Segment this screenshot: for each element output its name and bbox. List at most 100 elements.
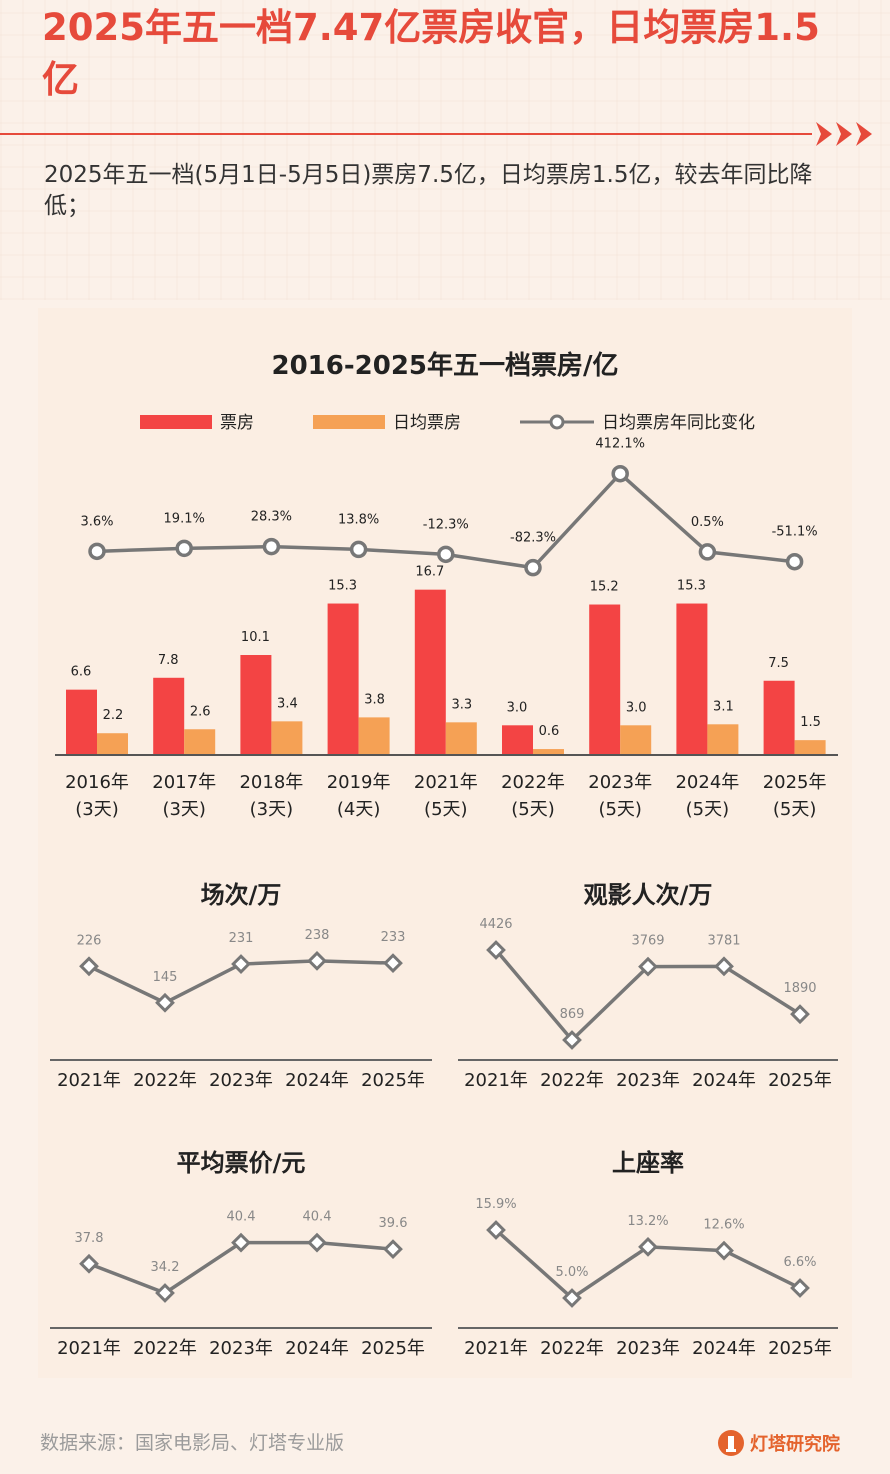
point-label: 15.9% bbox=[475, 1197, 516, 1212]
triple-arrow-icon bbox=[816, 122, 872, 146]
box-office-label: 7.8 bbox=[158, 653, 179, 668]
diamond-marker bbox=[486, 940, 506, 960]
x-tick-label: 2023年 bbox=[209, 1338, 273, 1359]
yoy-point bbox=[349, 540, 368, 559]
box-office-label: 6.6 bbox=[71, 665, 92, 680]
chart-panel bbox=[38, 308, 852, 1378]
main-x-labels: 2016年 (3天) 2017年 (3天) 2018年 (3天) 2019年 (4天) 2021… bbox=[65, 772, 826, 820]
x-tick-sublabel: (5天) bbox=[598, 799, 642, 820]
main-chart: 2016-2025年五一档票房/亿 票房 日均票房 日均票房年同比变化 6.6 2… bbox=[55, 350, 838, 820]
x-tick-sublabel: (5天) bbox=[773, 799, 817, 820]
yoy-label: 3.6% bbox=[80, 514, 113, 529]
yoy-point bbox=[524, 558, 542, 577]
box-office-bar bbox=[327, 603, 359, 755]
box-office-label: 7.5 bbox=[768, 656, 789, 671]
x-tick-sublabel: (3天) bbox=[162, 799, 206, 820]
x-tick-sublabel: (5天) bbox=[686, 799, 730, 820]
brand-logo: 灯塔研究院 bbox=[716, 1428, 840, 1458]
point-label: 40.4 bbox=[227, 1210, 256, 1225]
daily-label: 3.0 bbox=[626, 700, 647, 715]
x-tick-label: 2025年 bbox=[768, 1070, 832, 1091]
point-label: 231 bbox=[229, 931, 254, 946]
point-label: 233 bbox=[381, 930, 406, 945]
diamond-marker bbox=[714, 956, 734, 977]
point-label: 3781 bbox=[707, 933, 740, 948]
x-tick-label: 2022年 bbox=[501, 772, 565, 793]
box-office-bar bbox=[414, 589, 446, 755]
box-office-bar bbox=[66, 689, 97, 755]
box-office-label: 10.1 bbox=[241, 630, 270, 645]
daily-bar bbox=[271, 721, 303, 755]
diamond-marker bbox=[486, 1220, 506, 1240]
daily-bar bbox=[707, 724, 739, 755]
x-tick-label: 2024年 bbox=[692, 1070, 756, 1091]
daily-label: 2.6 bbox=[190, 704, 211, 719]
x-tick-sublabel: (3天) bbox=[75, 799, 119, 820]
yoy-point bbox=[437, 545, 455, 564]
x-tick-sublabel: (3天) bbox=[250, 799, 294, 820]
box-office-label: 15.3 bbox=[677, 579, 706, 594]
point-label: 226 bbox=[77, 933, 102, 948]
box-office-bar bbox=[240, 655, 272, 755]
legend-label-daily: 日均票房 bbox=[393, 413, 461, 433]
diamond-marker bbox=[79, 956, 99, 977]
point-label: 145 bbox=[153, 970, 178, 985]
daily-bar bbox=[533, 749, 564, 755]
x-tick-sublabel: (4天) bbox=[337, 799, 381, 820]
point-label: 5.0% bbox=[555, 1265, 588, 1280]
x-tick-label: 2024年 bbox=[285, 1070, 349, 1091]
box-office-bar bbox=[153, 677, 185, 755]
diamond-marker bbox=[638, 1236, 658, 1257]
main-chart-title: 2016-2025年五一档票房/亿 bbox=[271, 350, 618, 381]
legend-label-box-office: 票房 bbox=[220, 413, 254, 433]
x-tick-label: 2018年 bbox=[239, 772, 303, 793]
lighthouse-logo-icon bbox=[718, 1430, 744, 1456]
x-tick-label: 2025年 bbox=[763, 772, 827, 793]
x-tick-label: 2016年 bbox=[65, 772, 129, 793]
legend-marker-yoy bbox=[549, 414, 565, 430]
x-tick-label: 2023年 bbox=[588, 772, 652, 793]
avg-price-title: 平均票价/元 bbox=[177, 1149, 306, 1177]
yoy-label: -12.3% bbox=[423, 517, 469, 532]
x-tick-label: 2025年 bbox=[768, 1338, 832, 1359]
daily-label: 3.1 bbox=[713, 699, 734, 714]
x-tick-sublabel: (5天) bbox=[424, 799, 468, 820]
yoy-label: 28.3% bbox=[251, 510, 292, 525]
daily-label: 1.5 bbox=[800, 715, 821, 730]
legend-swatch-daily bbox=[313, 415, 385, 429]
x-tick-label: 2023年 bbox=[616, 1070, 680, 1091]
daily-bar bbox=[97, 733, 128, 755]
point-label: 1890 bbox=[783, 981, 816, 996]
screenings-chart: 226 2021年 145 2022年 231 2023年 238 2024年 233 2025年 bbox=[50, 928, 432, 1091]
occupancy-title: 上座率 bbox=[612, 1149, 684, 1177]
data-source: 数据来源：国家电影局、灯塔专业版 bbox=[40, 1432, 345, 1454]
x-tick-label: 2022年 bbox=[133, 1070, 197, 1091]
yoy-point bbox=[88, 542, 106, 561]
x-tick-label: 2019年 bbox=[327, 772, 391, 793]
main-legend: 票房 日均票房 日均票房年同比变化 bbox=[140, 413, 755, 433]
box-office-bar bbox=[502, 725, 533, 755]
yoy-point bbox=[785, 552, 804, 571]
x-tick-label: 2022年 bbox=[540, 1338, 604, 1359]
x-tick-label: 2022年 bbox=[540, 1070, 604, 1091]
page-title: 2025年五一档7.47亿票房收官，日均票房1.5亿 bbox=[42, 6, 820, 101]
daily-bar bbox=[445, 722, 477, 755]
point-label: 3769 bbox=[631, 934, 664, 949]
yoy-label: -82.3% bbox=[510, 531, 556, 546]
point-label: 37.8 bbox=[75, 1231, 104, 1246]
yoy-point bbox=[262, 537, 281, 556]
box-office-label: 15.3 bbox=[328, 579, 357, 594]
daily-bar bbox=[184, 729, 216, 755]
daily-label: 0.6 bbox=[539, 724, 560, 739]
box-office-bar bbox=[676, 603, 708, 755]
yoy-label: 19.1% bbox=[164, 511, 205, 526]
admissions-title: 观影人次/万 bbox=[584, 881, 713, 909]
x-tick-label: 2023年 bbox=[616, 1338, 680, 1359]
daily-label: 3.3 bbox=[451, 697, 472, 712]
legend-label-yoy: 日均票房年同比变化 bbox=[602, 413, 755, 433]
yoy-label: -51.1% bbox=[772, 525, 818, 540]
x-tick-label: 2021年 bbox=[464, 1338, 528, 1359]
diamond-marker bbox=[231, 1232, 251, 1253]
x-tick-label: 2017年 bbox=[152, 772, 216, 793]
